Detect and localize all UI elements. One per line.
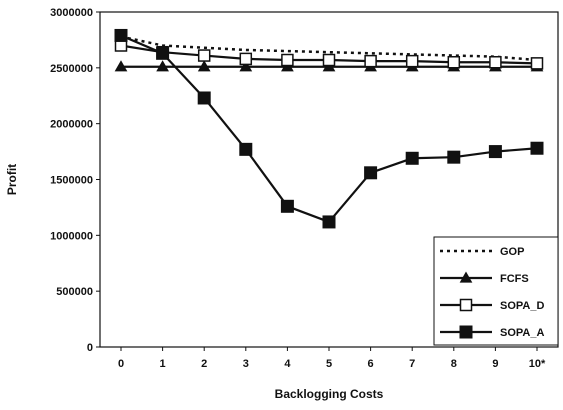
series-sopa-a bbox=[114, 28, 544, 229]
y-tick-label: 1500000 bbox=[50, 175, 93, 187]
x-tick-label: 4 bbox=[284, 358, 291, 370]
x-axis-title: Backlogging Costs bbox=[275, 387, 384, 401]
data-point-sopa-d bbox=[197, 49, 211, 62]
data-point-sopa-d bbox=[322, 53, 336, 67]
legend: GOP FCFS SOPA_D SOPA_A bbox=[433, 236, 559, 346]
data-point-fcfs bbox=[114, 60, 128, 72]
legend-entry-sopa-d: SOPA_D bbox=[440, 298, 544, 312]
y-tick-label: 3000000 bbox=[50, 7, 93, 19]
x-tick-label: 9 bbox=[492, 358, 498, 370]
legend-label-gop: GOP bbox=[500, 246, 524, 258]
x-tick-label: 7 bbox=[409, 358, 415, 370]
y-tick-label: 2000000 bbox=[50, 119, 93, 131]
data-point-sopa-a bbox=[239, 142, 253, 156]
data-point-sopa-a bbox=[280, 199, 294, 213]
data-point-sopa-d bbox=[405, 54, 419, 68]
data-point-sopa-d bbox=[530, 57, 544, 70]
data-point-sopa-a bbox=[405, 151, 419, 165]
x-tick-label: 10* bbox=[529, 358, 546, 370]
data-point-fcfs bbox=[156, 60, 169, 72]
series-gop bbox=[120, 35, 538, 62]
series-sopa-d bbox=[114, 39, 544, 70]
data-point-sopa-a bbox=[197, 91, 211, 105]
legend-marker-fcfs bbox=[459, 271, 473, 283]
legend-label-sopa-a: SOPA_A bbox=[500, 327, 544, 339]
x-tick-label: 1 bbox=[160, 358, 166, 370]
y-tick-label: 500000 bbox=[56, 286, 93, 298]
tick-labels: 0 500000 1000000 1500000 2000000 2500000 30000… bbox=[50, 7, 546, 370]
data-point-sopa-a bbox=[114, 28, 128, 42]
data-point-sopa-a bbox=[322, 215, 336, 229]
x-tick-label: 2 bbox=[201, 358, 207, 370]
data-point-sopa-d bbox=[364, 54, 377, 68]
y-tick-label: 1000000 bbox=[50, 230, 93, 242]
x-tick-label: 6 bbox=[368, 358, 374, 370]
legend-entry-fcfs: FCFS bbox=[440, 271, 529, 285]
legend-entry-gop: GOP bbox=[440, 246, 524, 258]
data-point-sopa-a bbox=[530, 141, 544, 155]
data-point-fcfs bbox=[197, 60, 211, 72]
data-point-fcfs bbox=[239, 60, 253, 72]
legend-entry-sopa-a: SOPA_A bbox=[440, 325, 544, 339]
y-axis-title: Profit bbox=[5, 164, 19, 195]
data-point-sopa-d bbox=[489, 56, 502, 69]
y-tick-label: 2500000 bbox=[50, 63, 93, 75]
legend-marker-sopa-a bbox=[459, 325, 473, 339]
data-point-sopa-d bbox=[239, 52, 253, 66]
legend-box bbox=[433, 236, 559, 346]
data-point-sopa-d bbox=[281, 53, 294, 67]
data-point-sopa-a bbox=[364, 166, 378, 180]
x-tick-label: 5 bbox=[326, 358, 332, 370]
x-tick-label: 8 bbox=[451, 358, 457, 370]
x-tick-label: 3 bbox=[243, 358, 249, 370]
data-point-sopa-a bbox=[447, 150, 461, 164]
y-tick-label: 0 bbox=[87, 342, 93, 354]
legend-marker-sopa-d bbox=[459, 298, 473, 312]
series-group bbox=[114, 28, 544, 229]
legend-label-fcfs: FCFS bbox=[500, 273, 529, 285]
data-point-sopa-d bbox=[447, 56, 461, 69]
series-line-gop bbox=[120, 35, 538, 62]
axes bbox=[96, 11, 559, 351]
data-point-sopa-a bbox=[488, 145, 502, 159]
legend-label-sopa-d: SOPA_D bbox=[500, 300, 544, 312]
x-tick-label: 0 bbox=[118, 358, 124, 370]
data-point-sopa-a bbox=[156, 46, 170, 60]
